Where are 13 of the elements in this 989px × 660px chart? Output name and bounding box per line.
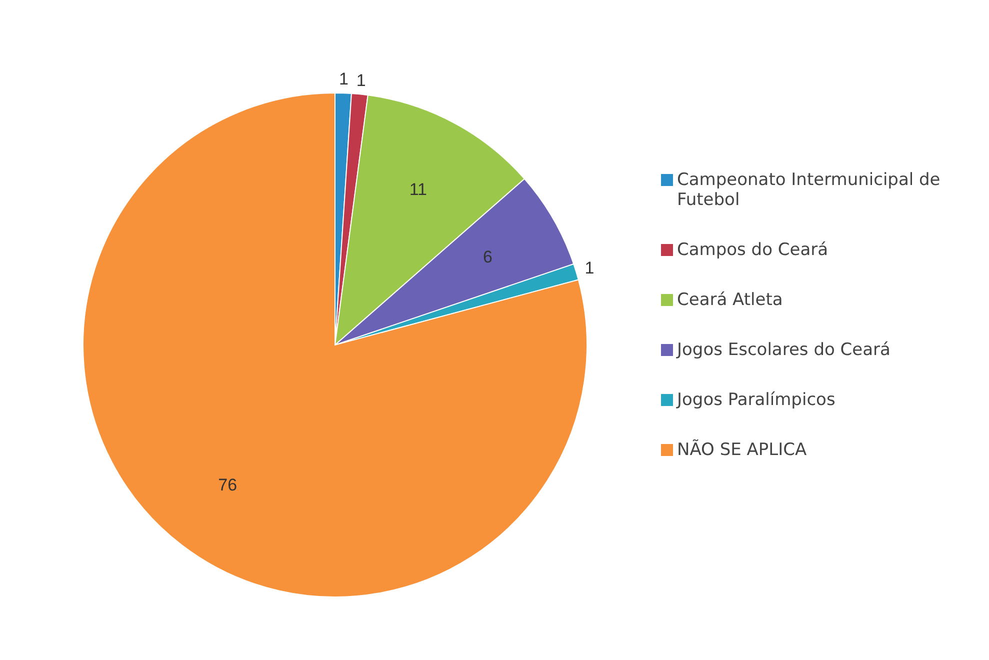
data-label: 1 [356,70,366,90]
legend-label: Jogos Paralímpicos [677,390,836,410]
data-label: 6 [483,247,492,266]
pie-slice [82,92,588,598]
legend-label: NÃO SE APLICA [677,440,807,460]
data-label: 76 [218,475,238,494]
legend-label: Jogos Escolares do Ceará [677,340,890,360]
legend-label: Ceará Atleta [677,290,783,310]
legend-label: Campeonato Intermunicipal de Futebol [677,170,942,210]
legend-label: Campos do Ceará [677,240,828,260]
data-label: 11 [409,180,427,199]
data-label: 1 [584,258,594,278]
data-label: 1 [338,70,348,89]
